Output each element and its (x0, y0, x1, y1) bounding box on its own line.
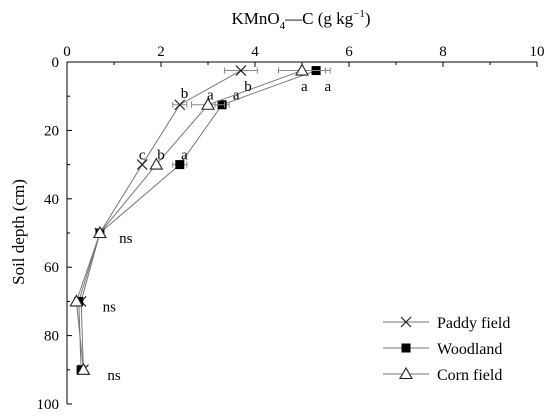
significance-label: a (181, 147, 188, 163)
data-point (296, 65, 308, 76)
significance-label: ns (119, 231, 133, 247)
significance-label: ns (107, 368, 121, 384)
series-line (79, 71, 316, 370)
legend-item: Woodland (383, 341, 502, 358)
title-main: KMnO (231, 9, 279, 28)
y-tick-label: 0 (52, 55, 60, 71)
x-ticks: 0 2 4 6 8 10 (63, 44, 544, 67)
y-tick-label: 80 (44, 329, 59, 345)
significance-label: a (233, 87, 240, 103)
y-axis-label: Soil depth (cm) (9, 179, 28, 285)
significance-label: a (301, 79, 308, 95)
significance-label: c (139, 147, 146, 163)
x-tick-label: 4 (251, 44, 259, 60)
significance-label: b (157, 147, 165, 163)
y-tick-label: 20 (44, 123, 59, 139)
legend-marker (400, 368, 412, 379)
x-tick-label: 2 (157, 44, 165, 60)
significance-label: b (181, 86, 189, 102)
chart-title: KMnO4—C (g kg−1) (231, 8, 370, 32)
legend-item: Paddy field (383, 315, 510, 332)
x-tick-label: 10 (530, 44, 545, 60)
x-tick-label: 6 (345, 44, 353, 60)
y-tick-label: 40 (44, 192, 59, 208)
y-tick-label: 60 (44, 260, 59, 276)
significance-label: a (207, 87, 214, 103)
legend: Paddy field Woodland Corn field (383, 315, 510, 384)
series-layer (70, 65, 330, 375)
legend-label: Corn field (437, 367, 502, 384)
series-line (76, 71, 302, 370)
significance-label: b (244, 79, 252, 95)
series-line (81, 71, 241, 370)
legend-item: Corn field (383, 367, 502, 384)
x-tick-label: 8 (439, 44, 447, 60)
significance-label: ns (103, 300, 117, 316)
series-filled-square (74, 66, 330, 374)
title-close: ) (365, 9, 371, 28)
legend-label: Paddy field (437, 315, 510, 332)
legend-label: Woodland (437, 341, 502, 358)
title-superscript: −1 (353, 8, 365, 20)
significance-label: a (325, 79, 332, 95)
y-tick-label: 100 (37, 397, 60, 413)
x-tick-label: 0 (63, 44, 71, 60)
series-x (76, 66, 257, 375)
title-rest: —C (g kg (284, 9, 354, 28)
legend-marker (402, 344, 411, 353)
